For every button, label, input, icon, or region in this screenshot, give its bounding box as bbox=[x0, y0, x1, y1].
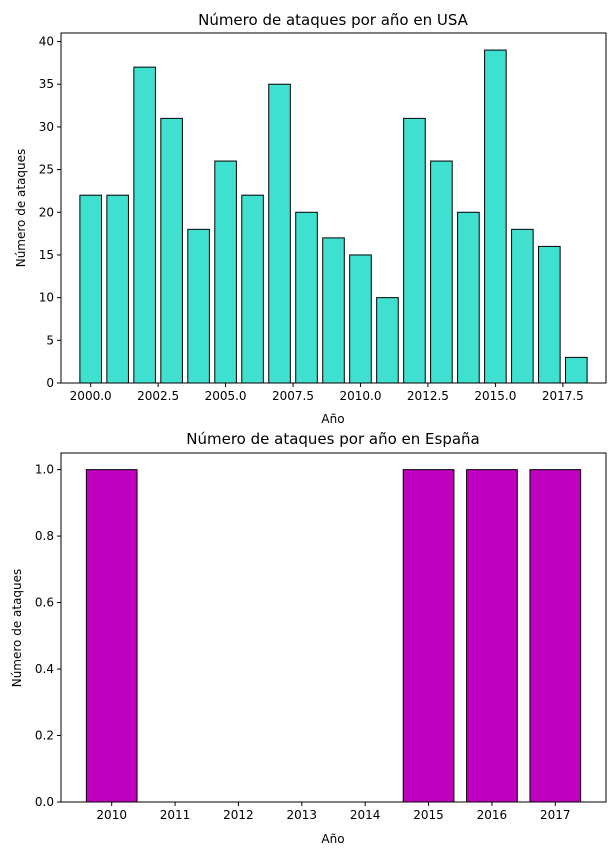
spain-x-tick-label: 2015 bbox=[413, 808, 444, 822]
usa-bars bbox=[79, 49, 588, 384]
spain-y-axis-label: Número de ataques bbox=[10, 569, 24, 688]
spain-x-tick-label: 2010 bbox=[96, 808, 127, 822]
usa-bar bbox=[538, 245, 561, 384]
usa-x-tick-label: 2012.5 bbox=[407, 389, 449, 403]
usa-y-tick-label: 15 bbox=[39, 248, 54, 262]
spain-x-tick-label: 2014 bbox=[350, 808, 381, 822]
usa-x-tick-label: 2010.0 bbox=[339, 389, 381, 403]
usa-chart-title: Número de ataques por año en USA bbox=[198, 11, 469, 29]
spain-y-tick-label: 0.2 bbox=[35, 729, 54, 743]
usa-x-tick-label: 2017.5 bbox=[542, 389, 584, 403]
spain-y-tick-label: 0.4 bbox=[35, 662, 54, 676]
usa-chart: Número de ataques por año en USA Año Núm… bbox=[14, 11, 607, 426]
usa-y-tick-label: 25 bbox=[39, 163, 54, 177]
usa-y-tick-label: 30 bbox=[39, 120, 54, 134]
spain-x-tick-label: 2016 bbox=[477, 808, 508, 822]
usa-y-tick-label: 5 bbox=[46, 333, 54, 347]
usa-bar bbox=[484, 49, 507, 384]
usa-bar bbox=[457, 211, 480, 384]
usa-plot-frame bbox=[60, 32, 607, 384]
spain-x-ticks: 2010 2011 2012 2013 2014 2015 2016 2017 bbox=[96, 802, 571, 822]
usa-bar bbox=[241, 194, 264, 384]
spain-chart-title: Número de ataques por año en España bbox=[186, 430, 479, 448]
spain-x-tick-label: 2012 bbox=[223, 808, 254, 822]
usa-bar bbox=[160, 117, 183, 384]
usa-bar bbox=[403, 117, 426, 384]
spain-x-tick-label: 2017 bbox=[540, 808, 571, 822]
spain-y-tick-label: 0.0 bbox=[35, 795, 54, 809]
usa-x-tick-label: 2015.0 bbox=[474, 389, 516, 403]
usa-bar bbox=[187, 228, 210, 384]
spain-y-tick-label: 0.6 bbox=[35, 596, 54, 610]
spain-bars bbox=[85, 469, 582, 803]
usa-x-tick-label: 2000.0 bbox=[70, 389, 112, 403]
usa-y-tick-label: 0 bbox=[46, 376, 54, 390]
spain-plot-frame bbox=[60, 452, 607, 803]
usa-bar bbox=[295, 211, 318, 384]
usa-x-axis-label: Año bbox=[321, 412, 344, 426]
spain-x-axis-label: Año bbox=[321, 832, 344, 846]
usa-y-axis-label: Número de ataques bbox=[14, 149, 28, 268]
spain-bar bbox=[85, 469, 138, 803]
spain-y-tick-label: 1.0 bbox=[35, 463, 54, 477]
usa-x-tick-label: 2007.5 bbox=[272, 389, 314, 403]
usa-bar bbox=[106, 194, 129, 384]
spain-chart: Número de ataques por año en España Año … bbox=[10, 430, 607, 846]
usa-x-tick-label: 2005.0 bbox=[205, 389, 247, 403]
spain-x-tick-label: 2011 bbox=[160, 808, 191, 822]
usa-bar bbox=[322, 237, 345, 384]
usa-bar bbox=[268, 83, 291, 384]
spain-x-tick-label: 2013 bbox=[287, 808, 318, 822]
usa-x-ticks: 2000.0 2002.5 2005.0 2007.5 2010.0 2012.5 2015… bbox=[70, 383, 584, 403]
spain-bar bbox=[529, 469, 582, 803]
usa-bar bbox=[376, 297, 399, 384]
spain-y-ticks: 0.0 0.2 0.4 0.6 0.8 1.0 bbox=[35, 463, 61, 809]
usa-y-tick-label: 10 bbox=[39, 291, 54, 305]
usa-bar bbox=[214, 160, 237, 384]
usa-bar bbox=[79, 194, 102, 384]
usa-bar bbox=[511, 228, 534, 384]
usa-y-tick-label: 20 bbox=[39, 205, 54, 219]
usa-x-tick-label: 2002.5 bbox=[137, 389, 179, 403]
spain-y-tick-label: 0.8 bbox=[35, 529, 54, 543]
usa-y-tick-label: 40 bbox=[39, 35, 54, 49]
usa-bar bbox=[565, 356, 588, 384]
spain-bar bbox=[466, 469, 518, 803]
usa-y-tick-label: 35 bbox=[39, 77, 54, 91]
usa-y-ticks: 0 5 10 15 20 25 30 35 40 bbox=[39, 35, 61, 390]
usa-bar bbox=[430, 160, 453, 384]
spain-bar bbox=[402, 469, 455, 803]
usa-bar bbox=[133, 66, 156, 384]
usa-bar bbox=[349, 254, 372, 384]
